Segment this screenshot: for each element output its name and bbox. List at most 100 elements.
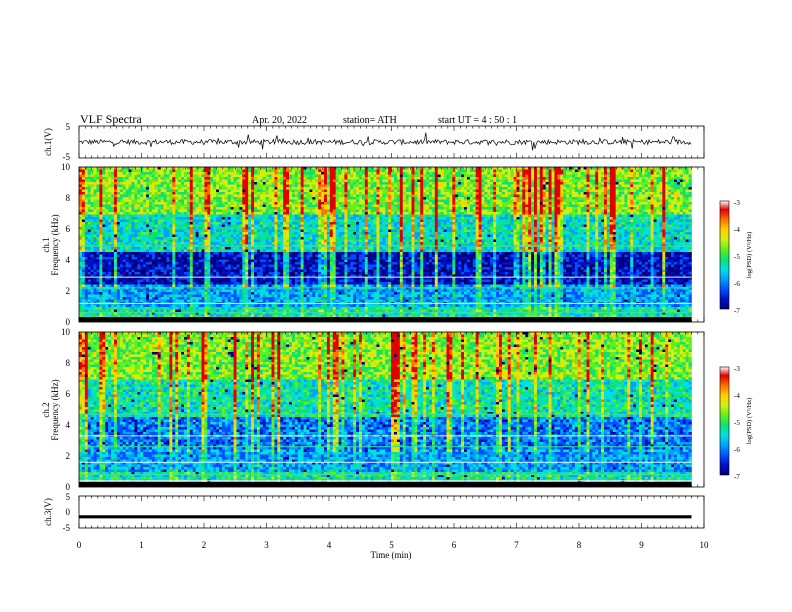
spectrogram-cell [507,194,511,198]
spectrogram-cell [609,214,614,218]
spectrogram-cell [604,187,608,190]
spectrogram-cell [478,214,482,218]
spectrogram-cell [423,192,427,195]
spectrogram-cell [376,177,380,180]
spectrogram-cell [490,174,494,178]
spectrogram-cell [189,172,194,175]
spectrogram-cell [338,194,342,198]
spectrogram-cell [108,184,112,188]
spectrogram-cell [265,222,269,225]
spectrogram-cell [175,179,179,183]
spectrogram-cell [268,202,272,205]
spectrogram-cell [408,202,412,205]
spectrogram-cell [201,192,205,195]
spectrogram-cell [140,197,144,200]
spectrogram-cell [382,224,386,228]
spectrogram-cell [647,172,651,175]
spectrogram-cell [79,217,83,220]
spectrogram-cell [466,214,471,218]
spectrogram-cell [484,197,488,200]
spectrogram-cell [417,199,421,203]
spectrogram-cell [324,207,328,210]
spectrogram-cell [507,187,511,190]
spectrogram-cell [93,224,97,228]
spectrogram-cell [102,224,106,228]
spectrogram-cell [315,187,319,190]
spectrogram-cell [490,209,494,213]
spectrogram-cell [341,197,345,200]
spectrogram-cell [286,174,290,178]
spectrogram-cell [90,192,94,195]
spectrogram-cell [329,167,334,170]
spectrogram-cell [105,179,109,183]
spectrogram-cell [242,202,246,205]
spectrogram-cell [184,167,188,170]
spectrogram-cell [446,189,450,193]
spectrogram-cell [268,177,272,180]
spectrogram-cell [481,199,485,203]
spectrogram-cell [598,187,602,190]
spectrogram-cell [499,194,503,198]
spectrogram-cell [160,224,164,228]
spectrogram-cell [356,197,360,200]
spectrogram-cell [522,174,526,178]
spectrogram-cell [466,202,471,205]
spectrogram-cell [618,177,622,180]
spectrogram-cell [528,222,532,225]
spectrogram-cell [539,209,544,213]
spectrogram-cell [96,202,100,205]
spectrogram-cell [522,207,526,210]
spectrogram-cell [90,174,94,178]
spectrogram-cell [93,174,97,178]
spectrogram-cell [688,184,692,188]
spectrogram-cell [105,207,109,210]
spectrogram-cell [606,202,611,205]
spectrogram-cell [303,219,307,223]
spectrogram-cell [434,214,439,218]
spectrogram-cell [504,179,509,183]
spectrogram-cell [93,169,97,173]
spectrogram-cell [426,172,430,175]
spectrogram-cell [114,167,118,170]
spectrogram-cell [429,219,433,223]
spectrogram-cell [134,169,138,173]
spectrogram-cell [149,209,153,213]
spectrogram-cell [525,194,529,198]
spectrogram-cell [580,194,584,198]
spectrogram-cell [157,182,161,185]
spectrogram-cell [166,174,170,178]
spectrogram-cell [507,204,511,208]
spectrogram-cell [571,192,576,195]
spectrogram-cell [496,207,500,210]
spectrogram-cell [79,222,83,225]
spectrogram-cell [230,209,234,213]
spectrogram-cell [542,214,546,218]
spectrogram-cell [198,187,202,190]
spectrogram-cell [221,202,226,205]
spectrogram-cell [364,212,369,215]
spectrogram-cell [513,217,517,220]
spectrogram-cell [676,179,681,183]
spectrogram-cell [353,202,357,205]
spectrogram-cell [268,214,272,218]
spectrogram-cell [373,197,377,200]
spectrogram-cell [636,177,640,180]
spectrogram-cell [259,222,264,225]
spectrogram-cell [306,217,310,220]
spectrogram-cell [344,177,348,180]
spectrogram-cell [595,209,599,213]
spectrogram-cell [268,167,272,170]
spectrogram-cell [449,199,453,203]
spectrogram-cell [356,177,360,180]
spectrogram-cell [359,209,363,213]
spectrogram-cell [277,179,281,183]
spectrogram-cell [151,169,156,173]
spectrogram-cell [373,209,377,213]
spectrogram-cell [338,187,342,190]
spectrogram-cell [458,189,462,193]
spectrogram-cell [175,172,179,175]
spectrogram-cell [359,167,363,170]
spectrogram-cell [464,169,468,173]
spectrogram-cell [102,217,106,220]
spectrogram-cell [580,174,584,178]
